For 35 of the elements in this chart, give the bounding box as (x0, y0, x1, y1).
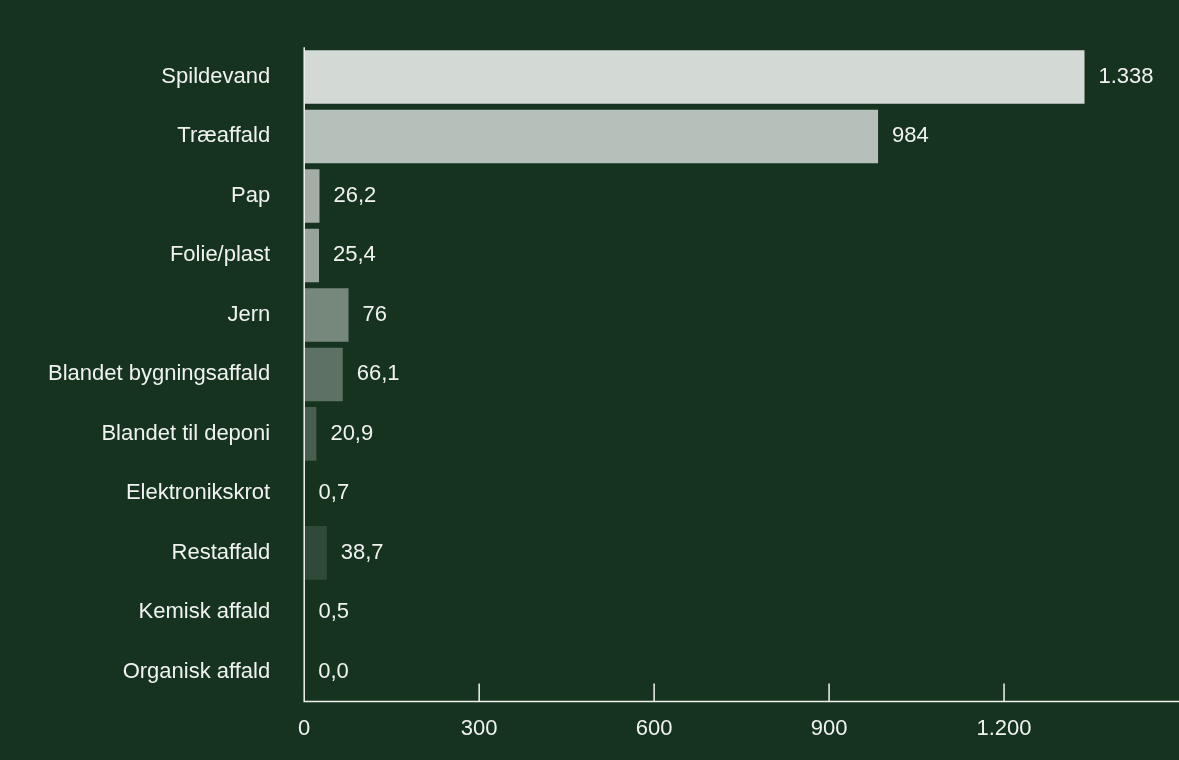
bar (304, 169, 320, 223)
data-label: 76 (362, 300, 388, 326)
bar (304, 347, 343, 402)
y-tick-label: Træaffald (177, 122, 271, 148)
x-tick-label: 1.200 (976, 714, 1032, 740)
data-label: 25,4 (333, 241, 376, 267)
data-label: 20,9 (330, 419, 374, 445)
data-label: 1.338 (1098, 63, 1154, 89)
y-tick-label: Organisk affald (122, 657, 271, 683)
x-tick-label: 600 (635, 714, 673, 740)
y-tick-label: Restaffald (171, 538, 271, 564)
x-tick-label: 0 (298, 714, 311, 740)
y-tick-label: Elektronikskrot (125, 479, 271, 505)
y-tick-label: Kemisk affald (138, 598, 271, 624)
data-label: 0,7 (318, 479, 350, 505)
bar (304, 526, 327, 580)
y-tick-label: Folie/plast (169, 241, 271, 267)
y-tick-label: Blandet bygningsaffald (47, 360, 271, 386)
bar (304, 228, 320, 283)
y-tick-label: Blandet til deponi (101, 419, 271, 445)
bar (304, 109, 879, 164)
bar (304, 288, 349, 342)
data-label: 26,2 (333, 181, 377, 207)
x-tick-label: 900 (810, 714, 848, 740)
data-label: 66,1 (356, 360, 400, 386)
data-label: 0,5 (318, 598, 350, 624)
data-label: 0,0 (318, 657, 349, 683)
y-tick-label: Jern (227, 300, 271, 326)
data-label: 38,7 (340, 538, 384, 564)
y-tick-label: Spildevand (161, 63, 271, 89)
x-tick-label: 300 (460, 714, 498, 740)
y-tick-label: Pap (231, 181, 271, 207)
bar (304, 407, 317, 461)
data-label: 984 (892, 122, 929, 148)
bar (304, 50, 1085, 104)
